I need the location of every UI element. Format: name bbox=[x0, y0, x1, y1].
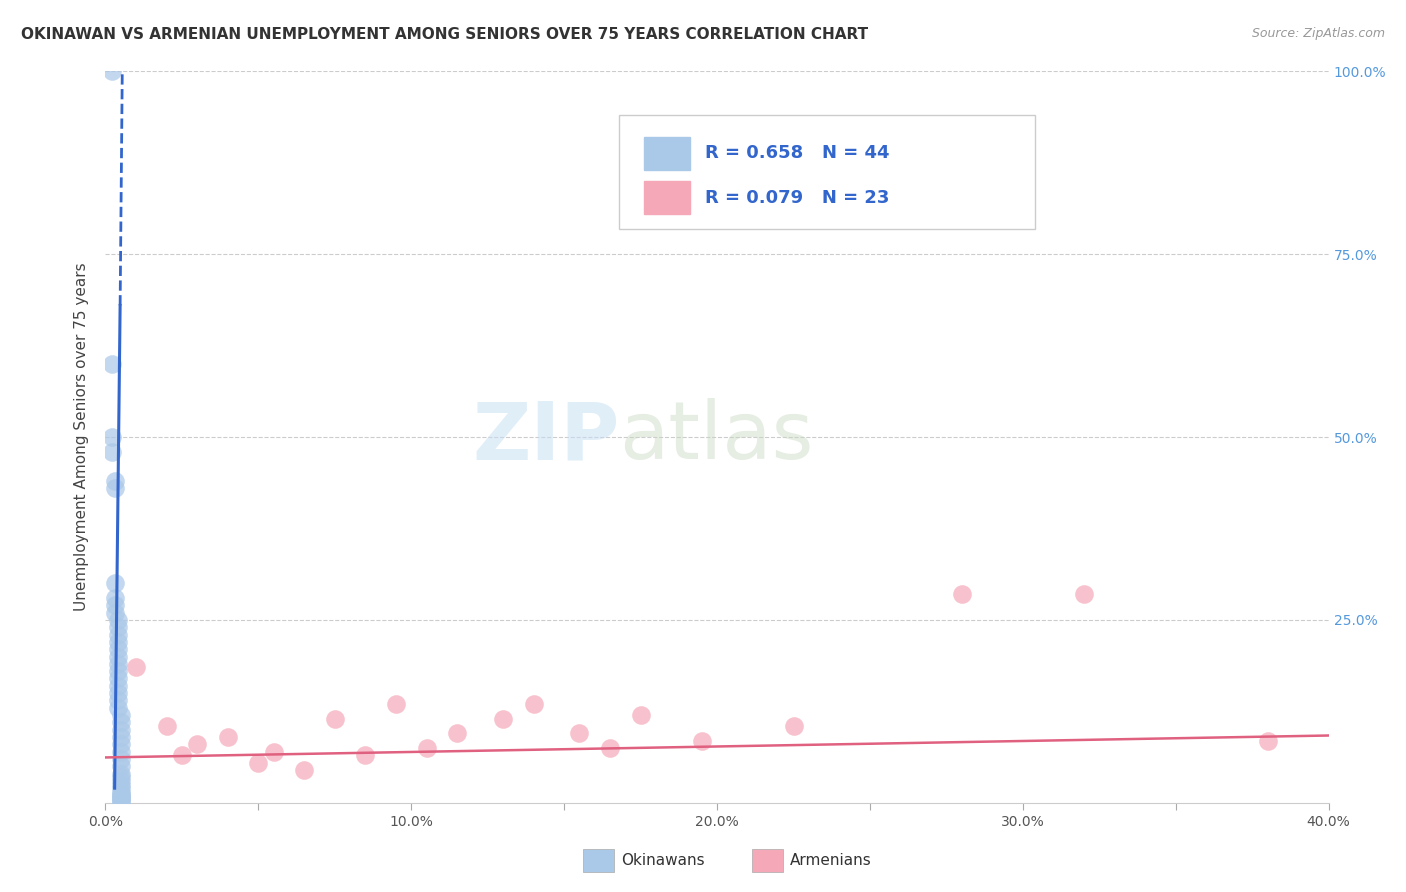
FancyBboxPatch shape bbox=[644, 137, 690, 170]
Point bbox=[107, 627, 129, 641]
Point bbox=[186, 737, 208, 751]
Point bbox=[110, 777, 132, 792]
Point bbox=[415, 740, 437, 755]
Point bbox=[110, 730, 132, 744]
Point bbox=[107, 664, 129, 678]
Point bbox=[1073, 587, 1095, 601]
Point bbox=[110, 787, 132, 801]
Point bbox=[107, 693, 129, 707]
Point bbox=[107, 613, 129, 627]
Point bbox=[446, 726, 468, 740]
Point bbox=[104, 576, 127, 591]
Point bbox=[155, 719, 177, 733]
Point bbox=[217, 730, 239, 744]
FancyBboxPatch shape bbox=[644, 181, 690, 214]
Point bbox=[107, 620, 129, 634]
Point bbox=[568, 726, 591, 740]
Point bbox=[263, 745, 285, 759]
Point bbox=[110, 789, 132, 804]
Point bbox=[107, 700, 129, 714]
Point bbox=[523, 697, 546, 711]
Point bbox=[110, 794, 132, 808]
Point bbox=[110, 789, 132, 803]
Point bbox=[107, 686, 129, 700]
Point bbox=[323, 712, 346, 726]
Point bbox=[110, 708, 132, 723]
Text: ZIP: ZIP bbox=[472, 398, 619, 476]
Text: R = 0.079   N = 23: R = 0.079 N = 23 bbox=[704, 189, 889, 207]
Point bbox=[782, 719, 804, 733]
Point bbox=[110, 781, 132, 796]
Text: atlas: atlas bbox=[619, 398, 814, 476]
Point bbox=[107, 649, 129, 664]
Point bbox=[247, 756, 270, 770]
Point bbox=[104, 606, 127, 620]
Point bbox=[100, 64, 122, 78]
Point bbox=[110, 766, 132, 780]
Point bbox=[104, 474, 127, 488]
Point bbox=[950, 587, 973, 601]
Point bbox=[100, 357, 122, 371]
Point bbox=[385, 697, 408, 711]
Point bbox=[104, 481, 127, 495]
Point bbox=[630, 708, 652, 723]
Point bbox=[107, 635, 129, 649]
Text: R = 0.658   N = 44: R = 0.658 N = 44 bbox=[704, 145, 890, 162]
Point bbox=[110, 770, 132, 784]
Text: OKINAWAN VS ARMENIAN UNEMPLOYMENT AMONG SENIORS OVER 75 YEARS CORRELATION CHART: OKINAWAN VS ARMENIAN UNEMPLOYMENT AMONG … bbox=[21, 27, 869, 42]
Text: Armenians: Armenians bbox=[790, 854, 872, 868]
Point bbox=[110, 773, 132, 788]
Point bbox=[100, 430, 122, 444]
Point bbox=[104, 599, 127, 613]
Point bbox=[107, 672, 129, 686]
Point bbox=[292, 763, 315, 777]
Point bbox=[110, 792, 132, 806]
Point bbox=[110, 759, 132, 773]
Point bbox=[599, 740, 621, 755]
Point bbox=[110, 752, 132, 766]
Point bbox=[690, 733, 713, 747]
Point bbox=[104, 591, 127, 605]
Point bbox=[1256, 733, 1278, 747]
Y-axis label: Unemployment Among Seniors over 75 years: Unemployment Among Seniors over 75 years bbox=[75, 263, 90, 611]
Point bbox=[107, 679, 129, 693]
Point bbox=[100, 444, 122, 458]
Point bbox=[110, 715, 132, 730]
Text: Okinawans: Okinawans bbox=[621, 854, 704, 868]
Point bbox=[354, 748, 377, 763]
Text: Source: ZipAtlas.com: Source: ZipAtlas.com bbox=[1251, 27, 1385, 40]
Point bbox=[107, 657, 129, 671]
Point bbox=[110, 723, 132, 737]
Point bbox=[125, 660, 148, 674]
Point bbox=[110, 745, 132, 759]
Point bbox=[110, 791, 132, 805]
Point bbox=[107, 642, 129, 657]
Point bbox=[492, 712, 515, 726]
Point bbox=[110, 795, 132, 809]
Point bbox=[170, 748, 193, 763]
Point bbox=[110, 737, 132, 751]
Point bbox=[110, 785, 132, 799]
FancyBboxPatch shape bbox=[619, 115, 1035, 228]
